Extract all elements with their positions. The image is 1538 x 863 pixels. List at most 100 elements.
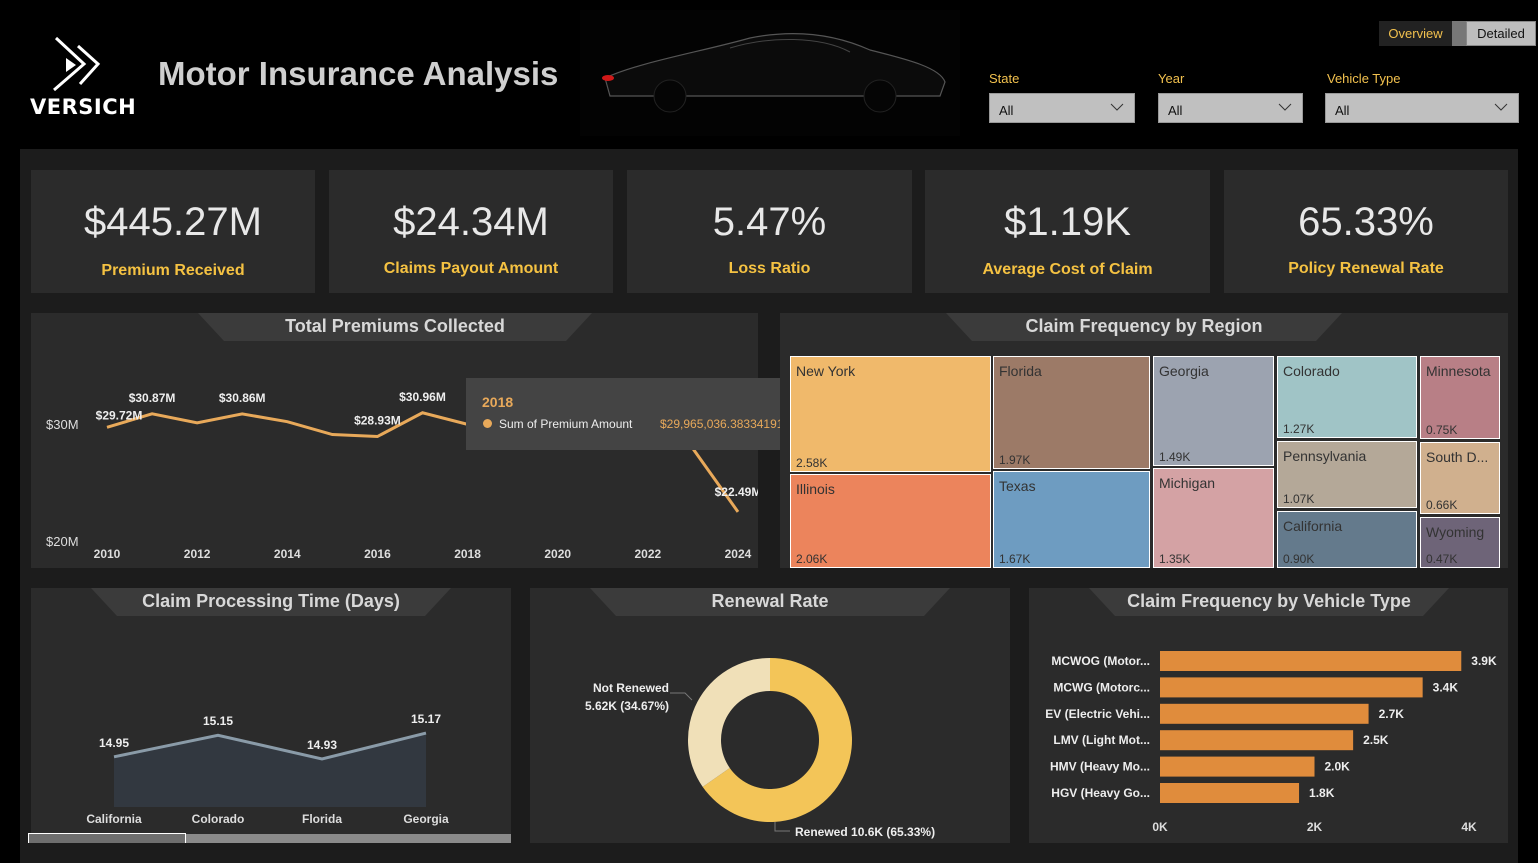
data-label: $22.49M <box>715 485 758 499</box>
kpi-average-cost: $1.19K Average Cost of Claim <box>925 170 1210 293</box>
not-renewed-label: Not Renewed <box>593 681 669 695</box>
bar <box>1160 703 1369 724</box>
tile-value: 0.47K <box>1426 552 1458 566</box>
x-tick-label: 2010 <box>94 547 121 561</box>
tile-name: Minnesota <box>1426 363 1491 379</box>
category-label: HMV (Heavy Mo... <box>1050 760 1150 774</box>
treemap-tile[interactable]: Florida 1.97K <box>993 356 1150 469</box>
kpi-claims-payout: $24.34M Claims Payout Amount <box>329 170 613 293</box>
leader-line <box>774 822 790 832</box>
tile-name: California <box>1283 518 1343 534</box>
data-label: $28.93M <box>354 414 401 428</box>
data-label: 14.93 <box>307 738 337 752</box>
state-filter-value: All <box>999 103 1014 118</box>
tab-detailed[interactable]: Detailed <box>1466 21 1536 46</box>
tile-name: Michigan <box>1159 475 1216 491</box>
horizontal-scrollbar[interactable] <box>31 834 511 843</box>
x-tick-label: Florida <box>302 812 342 826</box>
vehicle-type-filter-dropdown[interactable]: All <box>1325 93 1519 123</box>
kpi-value: $445.27M <box>84 200 262 244</box>
treemap-tile[interactable]: Michigan 1.35K <box>1153 468 1274 568</box>
area-fill <box>114 733 426 807</box>
kpi-premium-received: $445.27M Premium Received <box>31 170 315 293</box>
page-title: Motor Insurance Analysis <box>158 55 559 92</box>
tile-value: 1.35K <box>1159 552 1191 566</box>
vehicle-type-bar-chart: MCWOG (Motor... 3.9K MCWG (Motorc... 3.4K EV… <box>1045 651 1497 834</box>
kpi-label: Average Cost of Claim <box>982 261 1153 278</box>
tile-name: Colorado <box>1283 363 1340 379</box>
treemap-tile[interactable]: South D... 0.66K <box>1420 442 1500 514</box>
bar <box>1160 730 1354 751</box>
year-filter-dropdown[interactable]: All <box>1158 93 1303 123</box>
category-label: MCWG (Motorc... <box>1053 680 1150 694</box>
data-label: $30.86M <box>219 391 266 405</box>
data-label: 2.0K <box>1325 760 1351 774</box>
kpi-loss-ratio: 5.47% Loss Ratio <box>627 170 912 293</box>
data-label: 3.4K <box>1433 680 1459 694</box>
treemap-tile[interactable]: Georgia 1.49K <box>1153 356 1274 466</box>
donut-slice-renewed <box>702 658 852 822</box>
x-tick-label: 2018 <box>454 547 481 561</box>
tile-value: 1.97K <box>999 453 1031 467</box>
x-tick-label: Georgia <box>403 812 449 826</box>
renewal-rate-card: Renewal Rate Renewed 10.6K (65.33%) Not R… <box>530 588 1010 843</box>
treemap-tile[interactable]: Illinois 2.06K <box>790 474 991 568</box>
x-tick-label: 0K <box>1152 820 1168 834</box>
treemap-tile[interactable]: Wyoming 0.47K <box>1420 517 1500 568</box>
kpi-label: Premium Received <box>101 262 245 279</box>
tile-name: Pennsylvania <box>1283 448 1367 464</box>
tab-overview[interactable]: Overview <box>1379 21 1452 46</box>
treemap-tile[interactable]: Colorado 1.27K <box>1277 356 1417 438</box>
premiums-line-chart: $30M $20M 2010 2012 2014 2016 2018 2020 2022 2024… <box>46 390 758 561</box>
scrollbar-thumb[interactable] <box>28 833 186 843</box>
tile-value: 2.06K <box>796 552 828 566</box>
kpi-label: Loss Ratio <box>728 260 811 277</box>
renewal-donut-chart: Renewed 10.6K (65.33%) Not Renewed 5.62K (… <box>585 658 935 839</box>
data-label: 3.9K <box>1471 654 1497 668</box>
bar <box>1160 783 1300 803</box>
treemap-tile[interactable]: New York 2.58K <box>790 356 991 472</box>
versich-logo-icon <box>48 36 104 92</box>
bar <box>1160 677 1423 698</box>
treemap-tile[interactable]: Texas 1.67K <box>993 471 1150 568</box>
car-image <box>580 10 960 136</box>
data-label: 1.8K <box>1309 786 1335 800</box>
year-filter-value: All <box>1168 103 1183 118</box>
category-label: EV (Electric Vehi... <box>1045 707 1150 721</box>
x-tick-label: 2012 <box>184 547 211 561</box>
data-label: 2.5K <box>1363 733 1389 747</box>
kpi-value: 5.47% <box>712 200 827 244</box>
x-tick-label: Colorado <box>192 812 245 826</box>
tile-value: 0.90K <box>1283 552 1315 566</box>
tile-value: 0.75K <box>1426 423 1458 437</box>
tile-name: Wyoming <box>1426 524 1485 540</box>
data-label: 15.17 <box>411 712 441 726</box>
data-label: 2.7K <box>1379 707 1405 721</box>
tooltip-series-name: Sum of Premium Amount <box>499 417 633 431</box>
tooltip-value: $29,965,036.38334191 <box>660 417 784 431</box>
chart-title: Claim Processing Time (Days) <box>91 588 451 616</box>
kpi-value: 65.33% <box>1298 200 1434 244</box>
category-label: HGV (Heavy Go... <box>1051 786 1150 800</box>
y-tick-label: $20M <box>46 534 79 549</box>
tile-name: New York <box>796 363 856 379</box>
treemap-tile[interactable]: Minnesota 0.75K <box>1420 356 1500 439</box>
bar <box>1160 756 1315 777</box>
data-label: $29.72M <box>96 408 143 422</box>
x-tick-label: 2020 <box>544 547 571 561</box>
tile-value: 1.49K <box>1159 450 1191 464</box>
renewed-label: Renewed 10.6K (65.33%) <box>795 825 935 839</box>
x-tick-label: California <box>86 812 142 826</box>
toggle-divider <box>1452 21 1466 46</box>
state-filter-dropdown[interactable]: All <box>989 93 1135 123</box>
processing-time-card: Claim Processing Time (Days) 14.95 Califo… <box>28 588 511 843</box>
not-renewed-value: 5.62K (34.67%) <box>585 699 669 713</box>
treemap-tile[interactable]: Pennsylvania 1.07K <box>1277 441 1417 508</box>
tile-value: 1.07K <box>1283 492 1315 506</box>
tile-name: Texas <box>999 478 1036 494</box>
kpi-value: $24.34M <box>393 200 549 244</box>
treemap-tile[interactable]: California 0.90K <box>1277 511 1417 568</box>
chevron-down-icon <box>1494 103 1508 111</box>
bar <box>1160 651 1462 671</box>
y-tick-label: $30M <box>46 417 79 432</box>
